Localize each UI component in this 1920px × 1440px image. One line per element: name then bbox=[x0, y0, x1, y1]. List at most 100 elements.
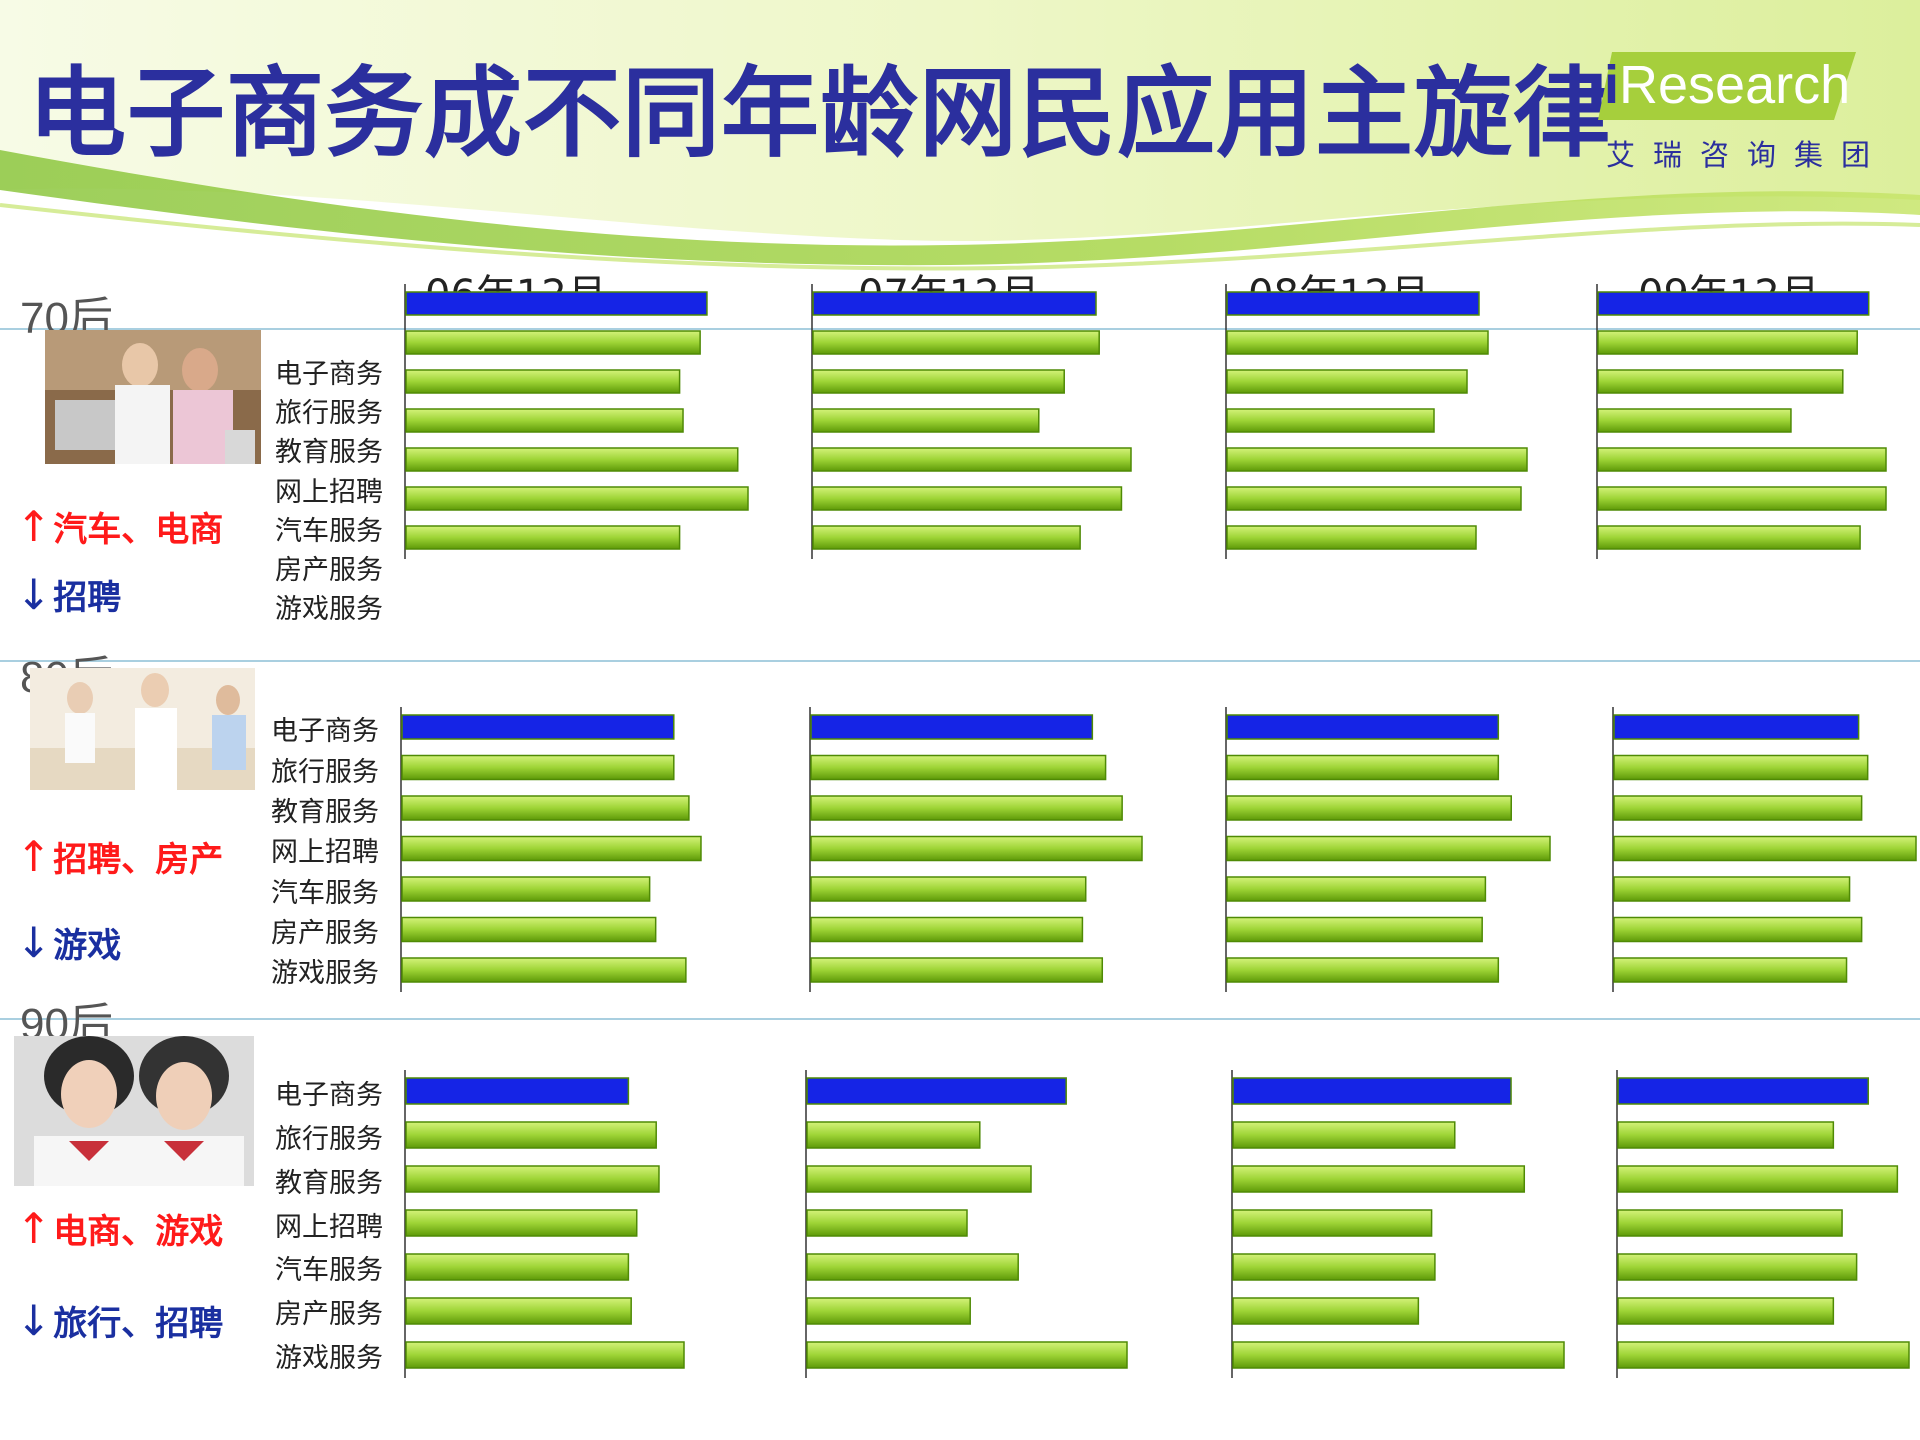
logo-badge bbox=[1598, 52, 1856, 120]
bar bbox=[1226, 447, 1528, 472]
bar bbox=[1597, 369, 1844, 394]
category-label: 网上招聘 bbox=[275, 477, 383, 508]
row-separator bbox=[0, 660, 1920, 662]
bar bbox=[1617, 1121, 1835, 1149]
bar bbox=[1613, 835, 1917, 862]
bar bbox=[401, 876, 651, 902]
bar bbox=[806, 1253, 1019, 1281]
bar bbox=[1226, 876, 1487, 902]
category-label: 旅行服务 bbox=[271, 757, 379, 788]
category-label: 房产服务 bbox=[275, 555, 383, 586]
category-label: 房产服务 bbox=[275, 1299, 383, 1330]
bar bbox=[405, 1209, 638, 1237]
category-label: 汽车服务 bbox=[271, 878, 379, 909]
bar bbox=[405, 1121, 657, 1149]
category-label: 汽车服务 bbox=[275, 1255, 383, 1286]
bar bbox=[401, 754, 675, 781]
bar bbox=[1232, 1297, 1420, 1325]
category-label: 电子商务 bbox=[275, 359, 383, 390]
bar bbox=[405, 408, 684, 433]
logo-wordmark: iResearch bbox=[1604, 55, 1851, 115]
bar-panel bbox=[1225, 707, 1551, 992]
bar-highlight bbox=[1232, 1077, 1512, 1105]
bar-panel bbox=[811, 284, 1132, 559]
bar bbox=[1226, 754, 1500, 781]
page-title: 电子商务成不同年龄网民应用主旋律 bbox=[28, 57, 1613, 171]
bar bbox=[1226, 835, 1551, 862]
category-label: 教育服务 bbox=[271, 797, 379, 828]
bar bbox=[1226, 369, 1468, 394]
bar bbox=[1617, 1297, 1835, 1325]
bar bbox=[401, 835, 702, 862]
bar-highlight bbox=[405, 291, 708, 316]
bar bbox=[810, 754, 1107, 781]
bar bbox=[1226, 916, 1483, 943]
bar bbox=[1226, 795, 1512, 821]
bar-panel bbox=[404, 284, 749, 559]
category-label: 网上招聘 bbox=[271, 837, 379, 868]
bar-highlight bbox=[401, 714, 675, 740]
bar-highlight bbox=[810, 714, 1094, 740]
bar bbox=[1613, 795, 1863, 821]
bar bbox=[1617, 1209, 1843, 1237]
bar bbox=[806, 1121, 981, 1149]
bar-highlight bbox=[806, 1077, 1067, 1105]
bar bbox=[405, 369, 681, 394]
photo-80s-office-workers bbox=[30, 668, 255, 790]
bar bbox=[405, 486, 749, 511]
bar bbox=[1226, 486, 1522, 511]
bar bbox=[812, 486, 1123, 511]
bar-panel bbox=[404, 1070, 685, 1378]
category-label: 电子商务 bbox=[271, 716, 379, 747]
row-separator bbox=[0, 328, 1920, 330]
bar-highlight bbox=[1613, 714, 1860, 740]
bar bbox=[1597, 330, 1858, 355]
bar-highlight bbox=[812, 291, 1097, 316]
category-label: 电子商务 bbox=[275, 1080, 383, 1111]
bar bbox=[810, 876, 1087, 902]
bar bbox=[401, 795, 690, 821]
note-70s-up: ↑汽车、电商 bbox=[16, 502, 224, 551]
bar bbox=[1226, 408, 1435, 433]
bar-highlight bbox=[1226, 291, 1480, 316]
bar-panel bbox=[1616, 1070, 1910, 1378]
bar-panel bbox=[1225, 284, 1528, 559]
bar bbox=[1597, 486, 1887, 511]
bar-panel bbox=[1231, 1070, 1565, 1378]
bar bbox=[1617, 1165, 1899, 1193]
category-label: 游戏服务 bbox=[271, 958, 379, 989]
bar bbox=[810, 957, 1104, 983]
iresearch-logo: iResearch 艾瑞咨询集团 bbox=[1598, 48, 1898, 178]
bar bbox=[810, 916, 1084, 943]
bar bbox=[405, 447, 739, 472]
bar bbox=[405, 1165, 660, 1193]
bar bbox=[806, 1209, 968, 1237]
bar bbox=[812, 369, 1065, 394]
bar bbox=[1597, 525, 1861, 550]
bar-panel bbox=[809, 707, 1143, 992]
note-80s-down: ↓游戏 bbox=[16, 918, 122, 967]
photo-70s-businessmen bbox=[45, 330, 261, 464]
bar bbox=[812, 525, 1081, 550]
category-label: 教育服务 bbox=[275, 437, 383, 468]
bar bbox=[1232, 1209, 1433, 1237]
category-label: 游戏服务 bbox=[275, 1343, 383, 1374]
category-label: 旅行服务 bbox=[275, 1124, 383, 1155]
bar bbox=[812, 447, 1132, 472]
bar bbox=[1617, 1341, 1910, 1369]
category-label: 汽车服务 bbox=[275, 516, 383, 547]
category-label: 房产服务 bbox=[271, 918, 379, 949]
bar bbox=[405, 525, 681, 550]
bar bbox=[806, 1341, 1128, 1369]
bar bbox=[1232, 1341, 1565, 1369]
bar bbox=[405, 1341, 685, 1369]
bar bbox=[810, 795, 1123, 821]
bar bbox=[1226, 957, 1500, 983]
bar-panel bbox=[805, 1070, 1128, 1378]
bar-panel bbox=[400, 707, 702, 992]
bar bbox=[806, 1165, 1032, 1193]
photo-90s-students bbox=[14, 1036, 254, 1186]
bar bbox=[1232, 1165, 1526, 1193]
